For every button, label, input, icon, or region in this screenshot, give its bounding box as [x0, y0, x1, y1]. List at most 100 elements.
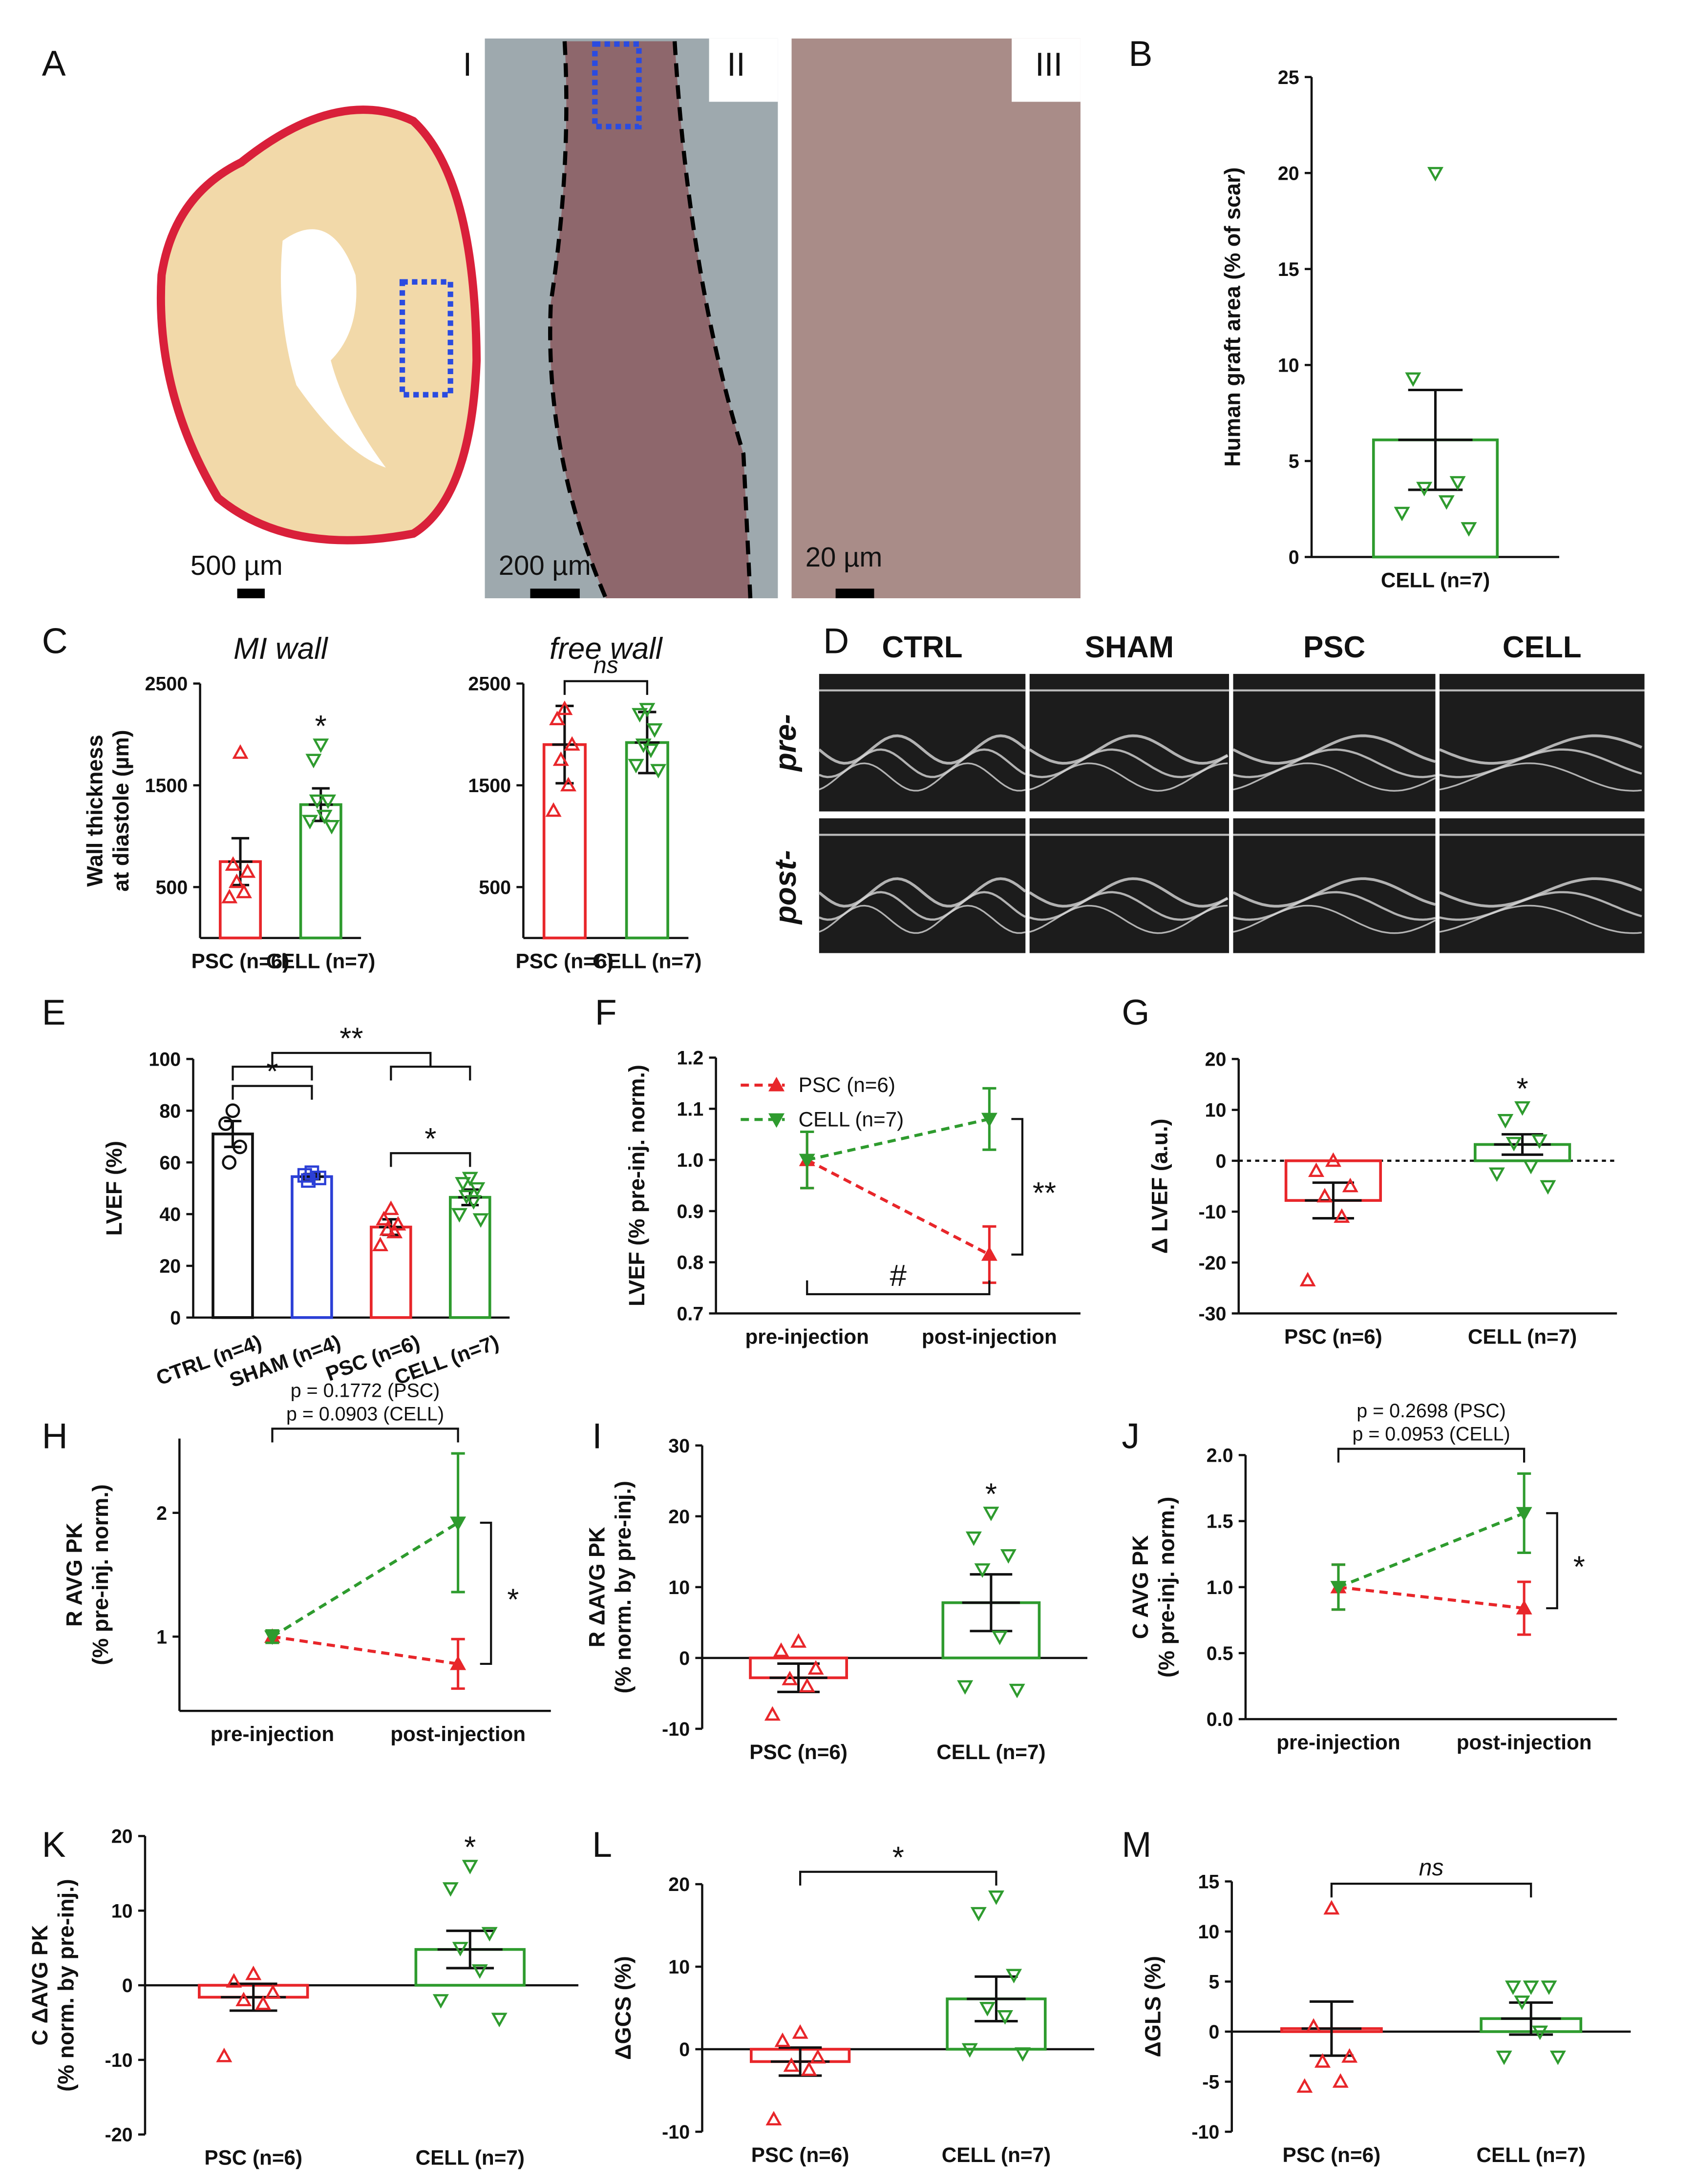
y-tick-label: 100 — [148, 1049, 181, 1070]
data-point — [239, 863, 256, 878]
data-point — [974, 1563, 991, 1578]
mask — [709, 38, 778, 102]
data-point — [450, 1655, 466, 1670]
legend-label: PSC (n=6) — [799, 1073, 895, 1096]
y-tick-label: 20 — [111, 1826, 133, 1848]
data-point — [1009, 1683, 1025, 1699]
legend-label: CELL (n=7) — [799, 1108, 904, 1131]
data-point — [1394, 506, 1410, 522]
y-axis-label: (% norm. by pre-inj.) — [611, 1481, 636, 1693]
data-point — [491, 2013, 508, 2028]
data-point — [773, 1642, 789, 1657]
echo-trace — [1439, 891, 1642, 921]
error-bar — [221, 1119, 245, 1148]
annotation: ** — [339, 1022, 363, 1056]
echo-image — [1439, 673, 1645, 812]
row-label: post- — [769, 850, 803, 925]
y-tick-label: 20 — [668, 1874, 690, 1895]
data-point — [382, 1200, 399, 1215]
echo-trace — [819, 748, 1026, 778]
y-tick-label: 0 — [1289, 547, 1299, 568]
y-tick-label: 10 — [1205, 1100, 1227, 1121]
error-bar — [1501, 2001, 1561, 2036]
x-tick-label: PSC (n=6) — [191, 950, 290, 973]
echo-trace — [819, 762, 1026, 792]
data-point — [481, 1927, 498, 1942]
y-tick-label: 80 — [159, 1100, 181, 1122]
data-point — [983, 1507, 999, 1521]
data-point — [1330, 1581, 1347, 1596]
y-tick-label: 5 — [1208, 1972, 1219, 1993]
error-bar — [962, 1573, 1020, 1633]
data-point — [632, 708, 648, 723]
data-point — [799, 1678, 815, 1693]
y-tick-label: -10 — [1191, 2121, 1219, 2143]
x-tick-label: pre-injection — [1276, 1731, 1400, 1754]
y-tick-label: 1500 — [145, 775, 188, 797]
y-tick-label: 2500 — [145, 673, 188, 695]
data-point — [1334, 1208, 1350, 1223]
error-bar — [1398, 388, 1473, 491]
data-point — [225, 1103, 240, 1118]
x-tick-label: CELL (n=7) — [416, 2146, 525, 2169]
y-tick-label: 20 — [1278, 163, 1299, 184]
data-point — [301, 1173, 316, 1188]
panel-label: F — [595, 992, 617, 1032]
data-point — [1505, 1136, 1522, 1152]
echo-trace — [819, 904, 1026, 934]
y-axis-label: R ΔAVG PK — [585, 1527, 610, 1647]
series-line — [271, 1521, 459, 1638]
y-axis-label: (% pre-inj. norm.) — [88, 1484, 113, 1665]
y-tick-label: 1.5 — [1207, 1511, 1233, 1533]
annotation: ns — [594, 652, 618, 678]
data-point — [1488, 1167, 1505, 1182]
echo-trace — [1439, 877, 1642, 908]
y-tick-label: 2.0 — [1207, 1445, 1233, 1467]
data-point — [1000, 1549, 1017, 1564]
data-point — [979, 2002, 996, 2016]
column-header: PSC — [1303, 630, 1365, 664]
bar — [212, 1133, 254, 1319]
chart-title: free wall — [550, 632, 663, 666]
echo-image — [1029, 673, 1230, 812]
y-tick-label: -20 — [105, 2124, 133, 2146]
bracket — [1330, 1883, 1532, 1898]
legend-marker — [768, 1113, 785, 1128]
column-header: CTRL — [882, 630, 963, 664]
data-point — [564, 736, 580, 751]
echo-image — [1029, 818, 1230, 953]
y-axis-label: (% norm. by pre-inj.) — [54, 1879, 79, 2091]
annotation: * — [424, 1122, 436, 1156]
data-point — [764, 1706, 781, 1721]
x-tick-label: CELL (n=7) — [1381, 568, 1490, 591]
y-tick-label: 40 — [159, 1204, 181, 1225]
y-axis-label: Wall thickness — [83, 735, 107, 886]
echo-trace — [1233, 748, 1436, 778]
data-point — [472, 1213, 489, 1228]
error-bar — [1301, 2000, 1362, 2057]
data-point — [255, 1995, 272, 2010]
data-point — [961, 2043, 978, 2058]
x-tick-label: PSC (n=6) — [1283, 2143, 1381, 2166]
y-tick-label: 10 — [668, 1956, 690, 1978]
scale-label: 200 µm — [499, 550, 591, 581]
x-tick-label: PSC (n=6) — [749, 1741, 848, 1764]
annotation: ns — [1419, 1855, 1444, 1881]
micrograph — [791, 38, 1081, 599]
echo-trace — [1029, 877, 1229, 908]
y-tick-label: 2 — [156, 1503, 167, 1524]
data-point — [305, 754, 322, 769]
bracket — [1546, 1512, 1558, 1610]
echo-trace — [818, 877, 1027, 908]
data-point — [642, 743, 659, 758]
error-bar — [437, 1930, 503, 1970]
echo-trace — [1029, 734, 1229, 765]
cavity — [281, 229, 386, 468]
bracket — [799, 1870, 997, 1886]
y-tick-label: 0.8 — [677, 1252, 704, 1274]
error-bar — [309, 787, 333, 822]
data-point — [452, 1942, 468, 1957]
data-point — [323, 819, 340, 835]
